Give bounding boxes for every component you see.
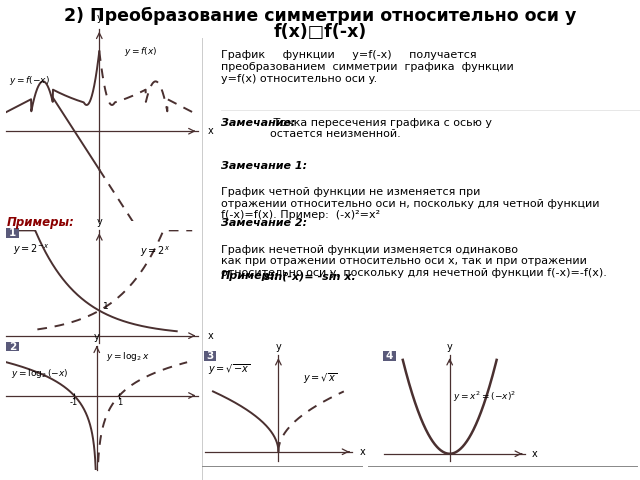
Text: Пример::: Пример:: bbox=[221, 271, 280, 281]
Text: y: y bbox=[447, 342, 452, 352]
Text: 2) Преобразование симметрии относительно оси y: 2) Преобразование симметрии относительно… bbox=[64, 7, 576, 25]
Text: sin(-x)= -sin x.: sin(-x)= -sin x. bbox=[260, 271, 356, 281]
Text: 4: 4 bbox=[385, 351, 393, 361]
Text: 2: 2 bbox=[9, 342, 17, 351]
Text: y: y bbox=[97, 217, 102, 227]
Text: Замечание 1:: Замечание 1: bbox=[221, 161, 307, 171]
Text: $y = \log_2(-x)$: $y = \log_2(-x)$ bbox=[11, 367, 68, 380]
Text: 1: 1 bbox=[9, 228, 17, 238]
Text: $y = 2^{-x}$: $y = 2^{-x}$ bbox=[13, 242, 49, 257]
Text: График     функции     y=f(-x)     получается
преобразованием  симметрии  график: График функции y=f(-x) получается преобр… bbox=[221, 50, 513, 84]
Text: $y = \sqrt{x}$: $y = \sqrt{x}$ bbox=[303, 372, 337, 386]
Text: $y = f(-x)$: $y = f(-x)$ bbox=[10, 74, 51, 87]
Text: y: y bbox=[94, 332, 100, 342]
Text: x: x bbox=[208, 126, 214, 136]
Text: 1: 1 bbox=[103, 302, 109, 312]
Text: f(x)□f(-x): f(x)□f(-x) bbox=[273, 23, 367, 41]
Text: Замечание 2:: Замечание 2: bbox=[221, 218, 307, 228]
Text: x: x bbox=[360, 447, 365, 457]
Text: x: x bbox=[208, 331, 214, 341]
Text: 1: 1 bbox=[116, 397, 122, 407]
Text: $y = \sqrt{-x}$: $y = \sqrt{-x}$ bbox=[208, 363, 251, 377]
Text: y: y bbox=[276, 342, 281, 352]
Text: y: y bbox=[97, 13, 102, 23]
Text: $y = x^2 = (-x)^2$: $y = x^2 = (-x)^2$ bbox=[453, 389, 516, 404]
Text: График четной функции не изменяется при
отражении относительно оси н, поскольку : График четной функции не изменяется при … bbox=[221, 187, 599, 220]
Text: $y = 2^{x}$: $y = 2^{x}$ bbox=[140, 245, 170, 260]
Text: x: x bbox=[208, 391, 214, 400]
Text: Точка пересечения графика с осью y
остается неизменной.: Точка пересечения графика с осью y остае… bbox=[270, 118, 492, 139]
Text: $y = f(x)$: $y = f(x)$ bbox=[124, 46, 157, 59]
Text: Примеры:: Примеры: bbox=[6, 216, 74, 228]
Text: 3: 3 bbox=[206, 351, 214, 361]
Text: x: x bbox=[532, 449, 538, 459]
Text: График нечетной функции изменяется одинаково
как при отражении относительно оси : График нечетной функции изменяется одина… bbox=[221, 245, 607, 278]
Text: $y = \log_2 x$: $y = \log_2 x$ bbox=[106, 350, 149, 363]
Text: Замечание:: Замечание: bbox=[221, 118, 295, 128]
Text: -1: -1 bbox=[70, 397, 78, 407]
